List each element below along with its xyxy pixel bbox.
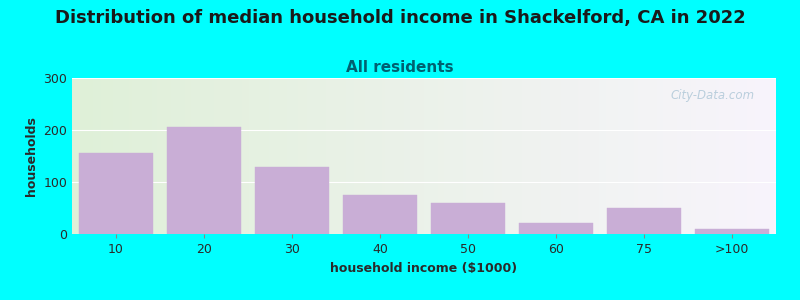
Text: All residents: All residents (346, 60, 454, 75)
Text: Distribution of median household income in Shackelford, CA in 2022: Distribution of median household income … (54, 9, 746, 27)
Y-axis label: households: households (25, 116, 38, 196)
Bar (430, 203, 506, 234)
Bar (342, 195, 418, 234)
Bar (694, 229, 770, 234)
Bar (166, 128, 242, 234)
Text: City-Data.com: City-Data.com (670, 89, 755, 102)
Bar (254, 167, 330, 234)
Bar (606, 208, 682, 234)
X-axis label: household income ($1000): household income ($1000) (330, 262, 518, 275)
Bar (78, 153, 154, 234)
Bar (518, 223, 594, 234)
